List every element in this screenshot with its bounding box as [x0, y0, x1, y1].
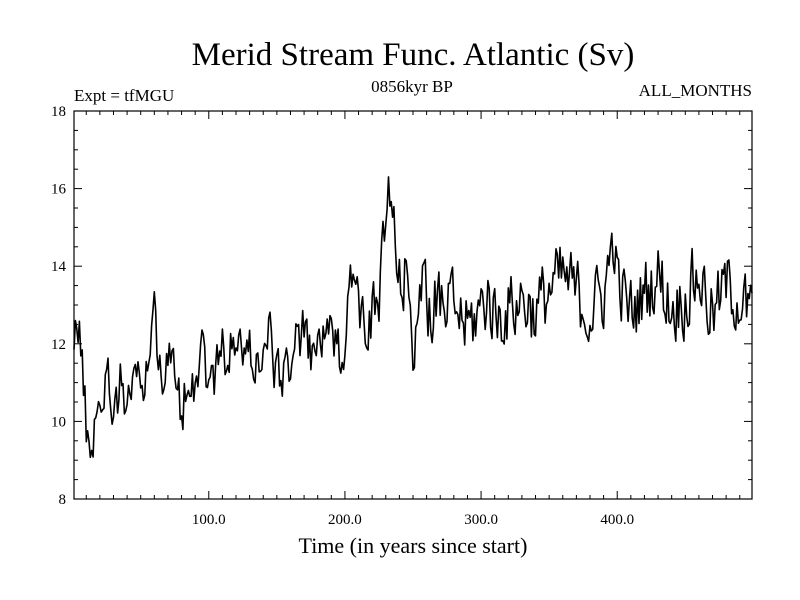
months-label: ALL_MONTHS — [639, 81, 752, 100]
chart-title: Merid Stream Func. Atlantic (Sv) — [192, 37, 635, 73]
y-tick-label: 12 — [51, 337, 66, 353]
y-tick-label: 18 — [51, 104, 66, 120]
x-tick-label: 100.0 — [192, 512, 226, 528]
x-tick-label: 200.0 — [328, 512, 362, 528]
x-tick-label: 400.0 — [600, 512, 634, 528]
y-tick-label: 8 — [59, 492, 67, 508]
y-tick-label: 16 — [51, 182, 67, 198]
x-tick-label: 300.0 — [464, 512, 498, 528]
series-line — [73, 176, 753, 459]
y-tick-label: 10 — [51, 414, 66, 430]
plot-frame — [73, 110, 753, 500]
x-axis-label: Time (in years since start) — [299, 533, 528, 558]
period-label: 0856kyr BP — [371, 77, 453, 96]
y-tick-labels: 8 10 12 14 16 18 — [51, 104, 67, 508]
experiment-label: Expt = tfMGU — [74, 86, 174, 105]
x-tick-labels: 100.0 200.0 300.0 400.0 — [192, 512, 634, 528]
y-tick-label: 14 — [51, 259, 67, 275]
